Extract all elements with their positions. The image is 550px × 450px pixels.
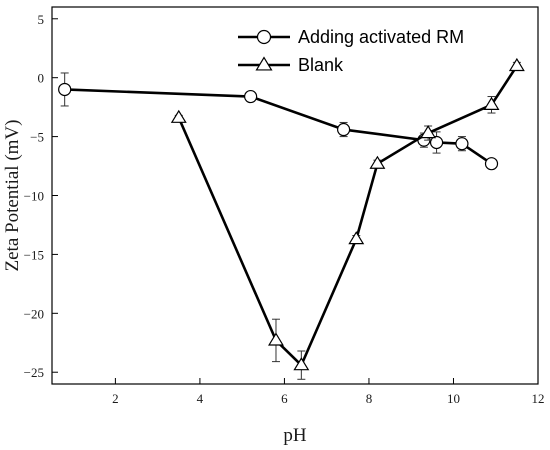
data-point bbox=[268, 332, 284, 346]
y-tick-label: −20 bbox=[24, 306, 44, 321]
y-axis: 5 0 −5 −10 −15 −20 −25 bbox=[24, 12, 58, 380]
legend: Adding activated RM Blank bbox=[238, 27, 464, 75]
data-point bbox=[348, 231, 365, 245]
y-tick-label: −25 bbox=[24, 365, 44, 380]
data-point bbox=[455, 137, 469, 151]
y-axis-title: Zeta Potential (mV) bbox=[2, 120, 23, 272]
x-tick-label: 12 bbox=[532, 391, 545, 406]
x-tick-label: 6 bbox=[281, 391, 288, 406]
plot-frame bbox=[51, 6, 539, 385]
legend-marker bbox=[255, 56, 273, 71]
y-tick-label: −10 bbox=[24, 189, 44, 204]
data-point bbox=[244, 89, 258, 104]
data-point bbox=[58, 82, 72, 97]
data-point bbox=[337, 122, 351, 137]
data-point bbox=[420, 125, 437, 139]
data-point bbox=[484, 157, 499, 171]
plot-area bbox=[51, 6, 539, 385]
data-point bbox=[508, 57, 525, 72]
legend-marker bbox=[256, 29, 272, 45]
x-tick-label: 2 bbox=[112, 391, 119, 406]
data-point bbox=[170, 109, 187, 123]
legend-label: Adding activated RM bbox=[298, 27, 464, 47]
x-tick-label: 4 bbox=[197, 391, 204, 406]
series-adding-activated-rm bbox=[58, 72, 499, 171]
series-blank bbox=[170, 57, 525, 380]
data-point bbox=[369, 155, 386, 169]
legend-label: Blank bbox=[298, 55, 344, 75]
series-layer bbox=[58, 57, 525, 380]
data-point bbox=[293, 357, 310, 371]
data-point bbox=[483, 96, 500, 110]
data-point bbox=[429, 135, 444, 150]
y-tick-label: −5 bbox=[30, 130, 44, 145]
y-tick-label: 0 bbox=[38, 71, 45, 86]
x-tick-label: 10 bbox=[447, 391, 460, 406]
y-tick-label: 5 bbox=[38, 12, 45, 27]
x-axis: 2 4 6 8 10 12 bbox=[112, 378, 545, 406]
y-tick-label: −15 bbox=[24, 247, 44, 262]
x-tick-label: 8 bbox=[366, 391, 373, 406]
x-axis-title: pH bbox=[283, 425, 307, 446]
series-line bbox=[177, 65, 518, 367]
